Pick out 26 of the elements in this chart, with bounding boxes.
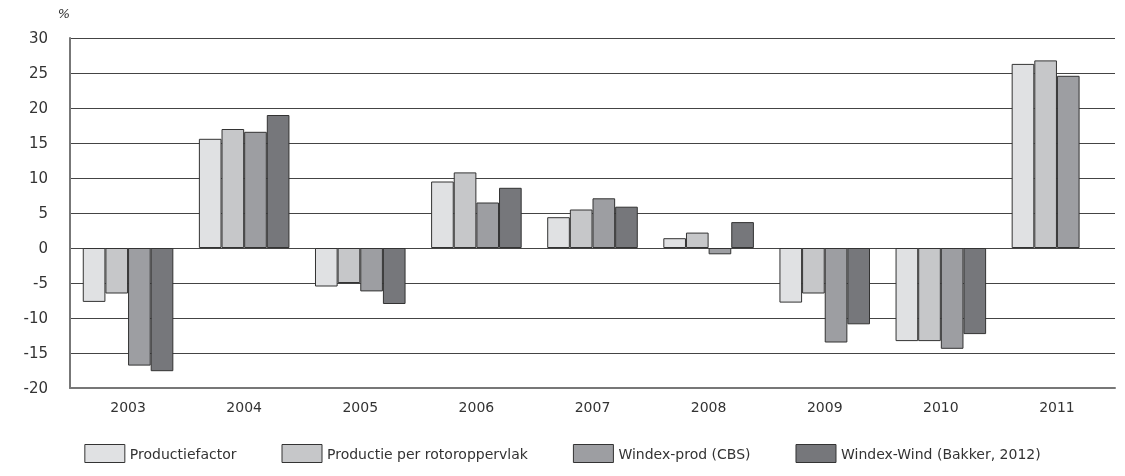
- y-tick-label: 10: [28, 169, 48, 187]
- y-tick-label: 30: [28, 29, 48, 47]
- legend-label: Windex-prod (CBS): [618, 445, 751, 462]
- x-tick-label: 2003: [110, 399, 146, 415]
- x-tick-label: 2004: [226, 399, 263, 415]
- x-tick-label: 2009: [806, 399, 843, 415]
- x-tick-label: 2005: [342, 399, 379, 415]
- x-tick-label: 2006: [458, 399, 495, 415]
- y-tick-label: 5: [38, 204, 48, 222]
- y-tick-label: 15: [28, 134, 48, 152]
- y-tick-label: -20: [23, 379, 48, 397]
- legend-label: Productiefactor: [129, 445, 237, 462]
- y-tick-label: 20: [28, 99, 48, 117]
- x-tick-label: 2011: [1039, 399, 1075, 415]
- y-tick-label: 25: [28, 64, 48, 82]
- bar: [731, 222, 754, 248]
- y-tick-label: -5: [33, 274, 48, 292]
- x-tick-label: 2010: [923, 399, 959, 415]
- legend-label: Windex-Wind (Bakker, 2012): [840, 445, 1041, 462]
- x-tick-label: 2008: [690, 399, 727, 415]
- y-tick-label: 0: [38, 239, 48, 257]
- y-tick-label: -15: [23, 344, 48, 362]
- legend-label: Productie per rotoroppervlak: [327, 445, 529, 462]
- x-tick-label: 2007: [574, 399, 611, 415]
- y-tick-label: -10: [23, 309, 48, 327]
- y-axis-title: %: [57, 6, 70, 21]
